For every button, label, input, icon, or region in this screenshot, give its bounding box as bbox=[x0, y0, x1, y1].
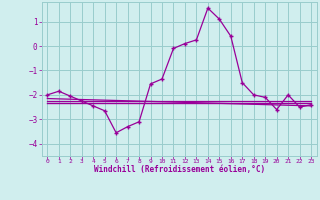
X-axis label: Windchill (Refroidissement éolien,°C): Windchill (Refroidissement éolien,°C) bbox=[94, 165, 265, 174]
